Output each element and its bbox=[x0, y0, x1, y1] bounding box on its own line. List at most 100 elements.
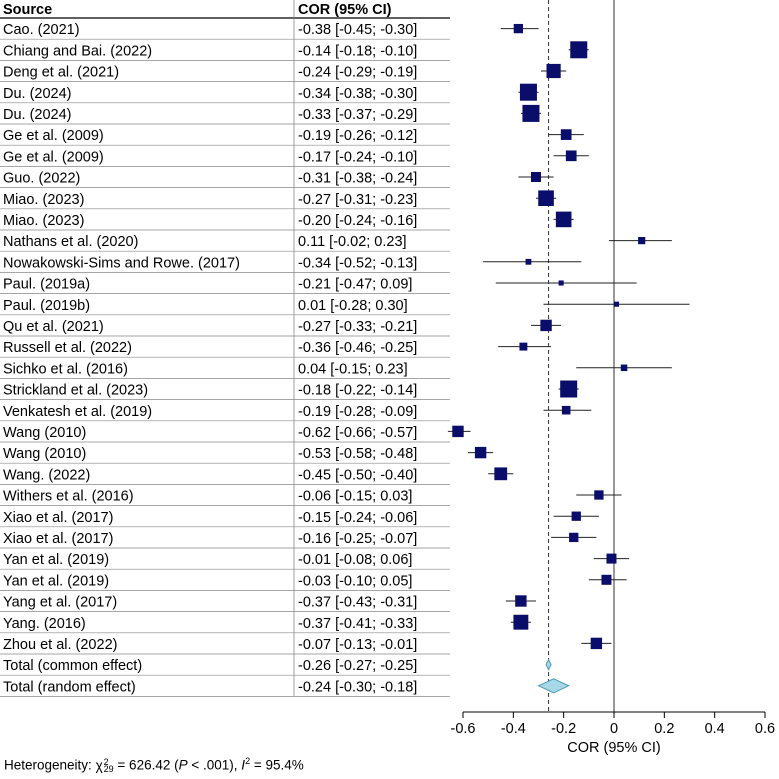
effect-square-13 bbox=[613, 301, 620, 307]
chi-value: = 626.42 ( bbox=[113, 757, 179, 773]
row-estimate-13: 0.01 [-0.28; 0.30] bbox=[298, 298, 408, 314]
row-source-29: Zhou et al. (2022) bbox=[3, 637, 117, 653]
row-estimate-0: -0.38 [-0.45; -0.30] bbox=[298, 22, 417, 38]
row-source-15: Russell et al. (2022) bbox=[3, 340, 132, 356]
row-estimate-31: -0.24 [-0.30; -0.18] bbox=[298, 679, 417, 695]
row-source-6: Ge et al. (2009) bbox=[3, 149, 104, 165]
row-estimate-19: -0.62 [-0.66; -0.57] bbox=[298, 425, 417, 441]
row-source-2: Deng et al. (2021) bbox=[3, 65, 119, 81]
effect-square-8 bbox=[538, 190, 554, 206]
row-source-31: Total (random effect) bbox=[3, 679, 136, 695]
effect-square-15 bbox=[519, 342, 528, 351]
effect-square-27 bbox=[515, 595, 527, 607]
x-tick-label-0: -0.6 bbox=[451, 721, 476, 737]
effect-square-18 bbox=[561, 405, 571, 415]
row-source-30: Total (common effect) bbox=[3, 658, 142, 674]
row-source-9: Miao. (2023) bbox=[3, 213, 84, 229]
row-source-24: Xiao et al. (2017) bbox=[3, 531, 113, 547]
row-estimate-5: -0.19 [-0.26; -0.12] bbox=[298, 128, 417, 144]
effect-square-20 bbox=[474, 446, 487, 459]
chi-squared-symbol: χ 2 29 bbox=[95, 756, 114, 774]
effect-square-28 bbox=[513, 614, 529, 630]
row-source-26: Yan et al. (2019) bbox=[3, 573, 109, 589]
row-estimate-14: -0.27 [-0.33; -0.21] bbox=[298, 319, 417, 335]
row-source-10: Nathans et al. (2020) bbox=[3, 234, 138, 250]
i-squared-value: = 95.4% bbox=[250, 757, 304, 773]
row-source-25: Yan et al. (2019) bbox=[3, 552, 109, 568]
x-axis: -0.6 -0.4 -0.2 0 0.2 0.4 0.6 COR (95% CI) bbox=[451, 711, 775, 756]
degrees-of-freedom: 29 bbox=[103, 763, 114, 774]
x-axis-title: COR (95% CI) bbox=[567, 740, 660, 756]
row-estimate-29: -0.07 [-0.13; -0.01] bbox=[298, 637, 417, 653]
column-header-estimate: COR (95% CI) bbox=[298, 2, 392, 18]
effect-square-19 bbox=[452, 425, 464, 438]
row-estimate-28: -0.37 [-0.41; -0.33] bbox=[298, 616, 417, 632]
row-estimate-20: -0.53 [-0.58; -0.48] bbox=[298, 446, 417, 462]
heterogeneity-prefix: Heterogeneity: bbox=[4, 757, 96, 773]
i-superscript: 2 bbox=[245, 756, 251, 766]
row-estimate-10: 0.11 [-0.02; 0.23] bbox=[298, 234, 407, 250]
row-estimate-30: -0.26 [-0.27; -0.25] bbox=[298, 658, 417, 674]
row-source-5: Ge et al. (2009) bbox=[3, 128, 104, 144]
effect-square-1 bbox=[570, 41, 588, 59]
row-estimate-8: -0.27 [-0.31; -0.23] bbox=[298, 192, 417, 208]
row-source-3: Du. (2024) bbox=[3, 86, 72, 102]
row-estimate-27: -0.37 [-0.43; -0.31] bbox=[298, 595, 417, 611]
x-tick-label-2: -0.2 bbox=[551, 721, 576, 737]
effect-square-23 bbox=[571, 511, 581, 521]
effect-square-21 bbox=[494, 467, 508, 481]
row-source-28: Yang. (2016) bbox=[3, 616, 86, 632]
row-estimate-24: -0.16 [-0.25; -0.07] bbox=[298, 531, 417, 547]
i-symbol: I bbox=[241, 757, 246, 773]
effect-square-0 bbox=[513, 23, 524, 34]
x-tick-label-5: 0.4 bbox=[705, 721, 725, 737]
effect-square-29 bbox=[590, 637, 603, 650]
effect-square-3 bbox=[519, 83, 537, 101]
row-estimate-11: -0.34 [-0.52; -0.13] bbox=[298, 255, 417, 271]
row-source-11: Nowakowski-Sims and Rowe. (2017) bbox=[3, 255, 240, 271]
row-source-14: Qu et al. (2021) bbox=[3, 319, 104, 335]
effect-square-24 bbox=[569, 532, 579, 543]
row-estimate-3: -0.34 [-0.38; -0.30] bbox=[298, 86, 417, 102]
pooled-diamond-0 bbox=[545, 658, 552, 671]
table-layer: Source COR (95% CI) Cao. (2021) -0.38 [-0.4… bbox=[0, 0, 450, 697]
effect-square-9 bbox=[555, 211, 572, 228]
p-text: < .001), bbox=[187, 757, 242, 773]
row-estimate-4: -0.33 [-0.37; -0.29] bbox=[298, 107, 417, 123]
row-estimate-1: -0.14 [-0.18; -0.10] bbox=[298, 43, 417, 59]
p-symbol: P bbox=[178, 757, 188, 773]
pooled-diamond-1 bbox=[537, 678, 570, 694]
effect-square-12 bbox=[558, 280, 564, 286]
effect-square-14 bbox=[540, 319, 552, 332]
row-estimate-15: -0.36 [-0.46; -0.25] bbox=[298, 340, 417, 356]
row-estimate-17: -0.18 [-0.22; -0.14] bbox=[298, 383, 417, 399]
effect-square-11 bbox=[525, 258, 532, 265]
row-source-18: Venkatesh et al. (2019) bbox=[3, 404, 152, 420]
row-estimate-18: -0.19 [-0.28; -0.09] bbox=[298, 404, 417, 420]
effect-square-16 bbox=[620, 364, 628, 372]
row-source-20: Wang (2010) bbox=[3, 446, 86, 462]
row-source-0: Cao. (2021) bbox=[3, 22, 80, 38]
effect-square-6 bbox=[565, 150, 577, 162]
row-estimate-21: -0.45 [-0.50; -0.40] bbox=[298, 467, 417, 483]
row-source-8: Miao. (2023) bbox=[3, 192, 84, 208]
x-tick-label-6: 0.6 bbox=[755, 721, 775, 737]
effect-square-26 bbox=[601, 574, 612, 585]
row-estimate-12: -0.21 [-0.47; 0.09] bbox=[298, 277, 412, 293]
row-source-27: Yang et al. (2017) bbox=[3, 595, 117, 611]
effect-square-10 bbox=[638, 237, 646, 245]
column-header-source: Source bbox=[3, 2, 52, 18]
row-source-19: Wang (2010) bbox=[3, 425, 86, 441]
effect-square-17 bbox=[560, 380, 578, 398]
row-source-22: Withers et al. (2016) bbox=[3, 489, 134, 505]
row-source-12: Paul. (2019a) bbox=[3, 277, 90, 293]
x-tick-label-3: 0 bbox=[610, 721, 618, 737]
effect-square-25 bbox=[606, 553, 617, 564]
effect-square-4 bbox=[522, 104, 540, 122]
effect-square-7 bbox=[530, 172, 541, 182]
row-estimate-25: -0.01 [-0.08; 0.06] bbox=[298, 552, 412, 568]
row-source-4: Du. (2024) bbox=[3, 107, 72, 123]
row-estimate-7: -0.31 [-0.38; -0.24] bbox=[298, 171, 417, 187]
row-estimate-26: -0.03 [-0.10; 0.05] bbox=[298, 573, 412, 589]
